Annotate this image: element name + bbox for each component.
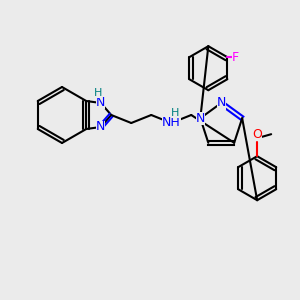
Text: F: F	[232, 51, 239, 64]
Text: NH: NH	[162, 116, 181, 130]
Text: N: N	[217, 97, 226, 110]
Text: H: H	[94, 88, 102, 98]
Text: N: N	[96, 95, 105, 109]
Text: O: O	[252, 128, 262, 141]
Text: N: N	[96, 121, 105, 134]
Text: H: H	[171, 108, 179, 118]
Text: N: N	[196, 112, 205, 125]
